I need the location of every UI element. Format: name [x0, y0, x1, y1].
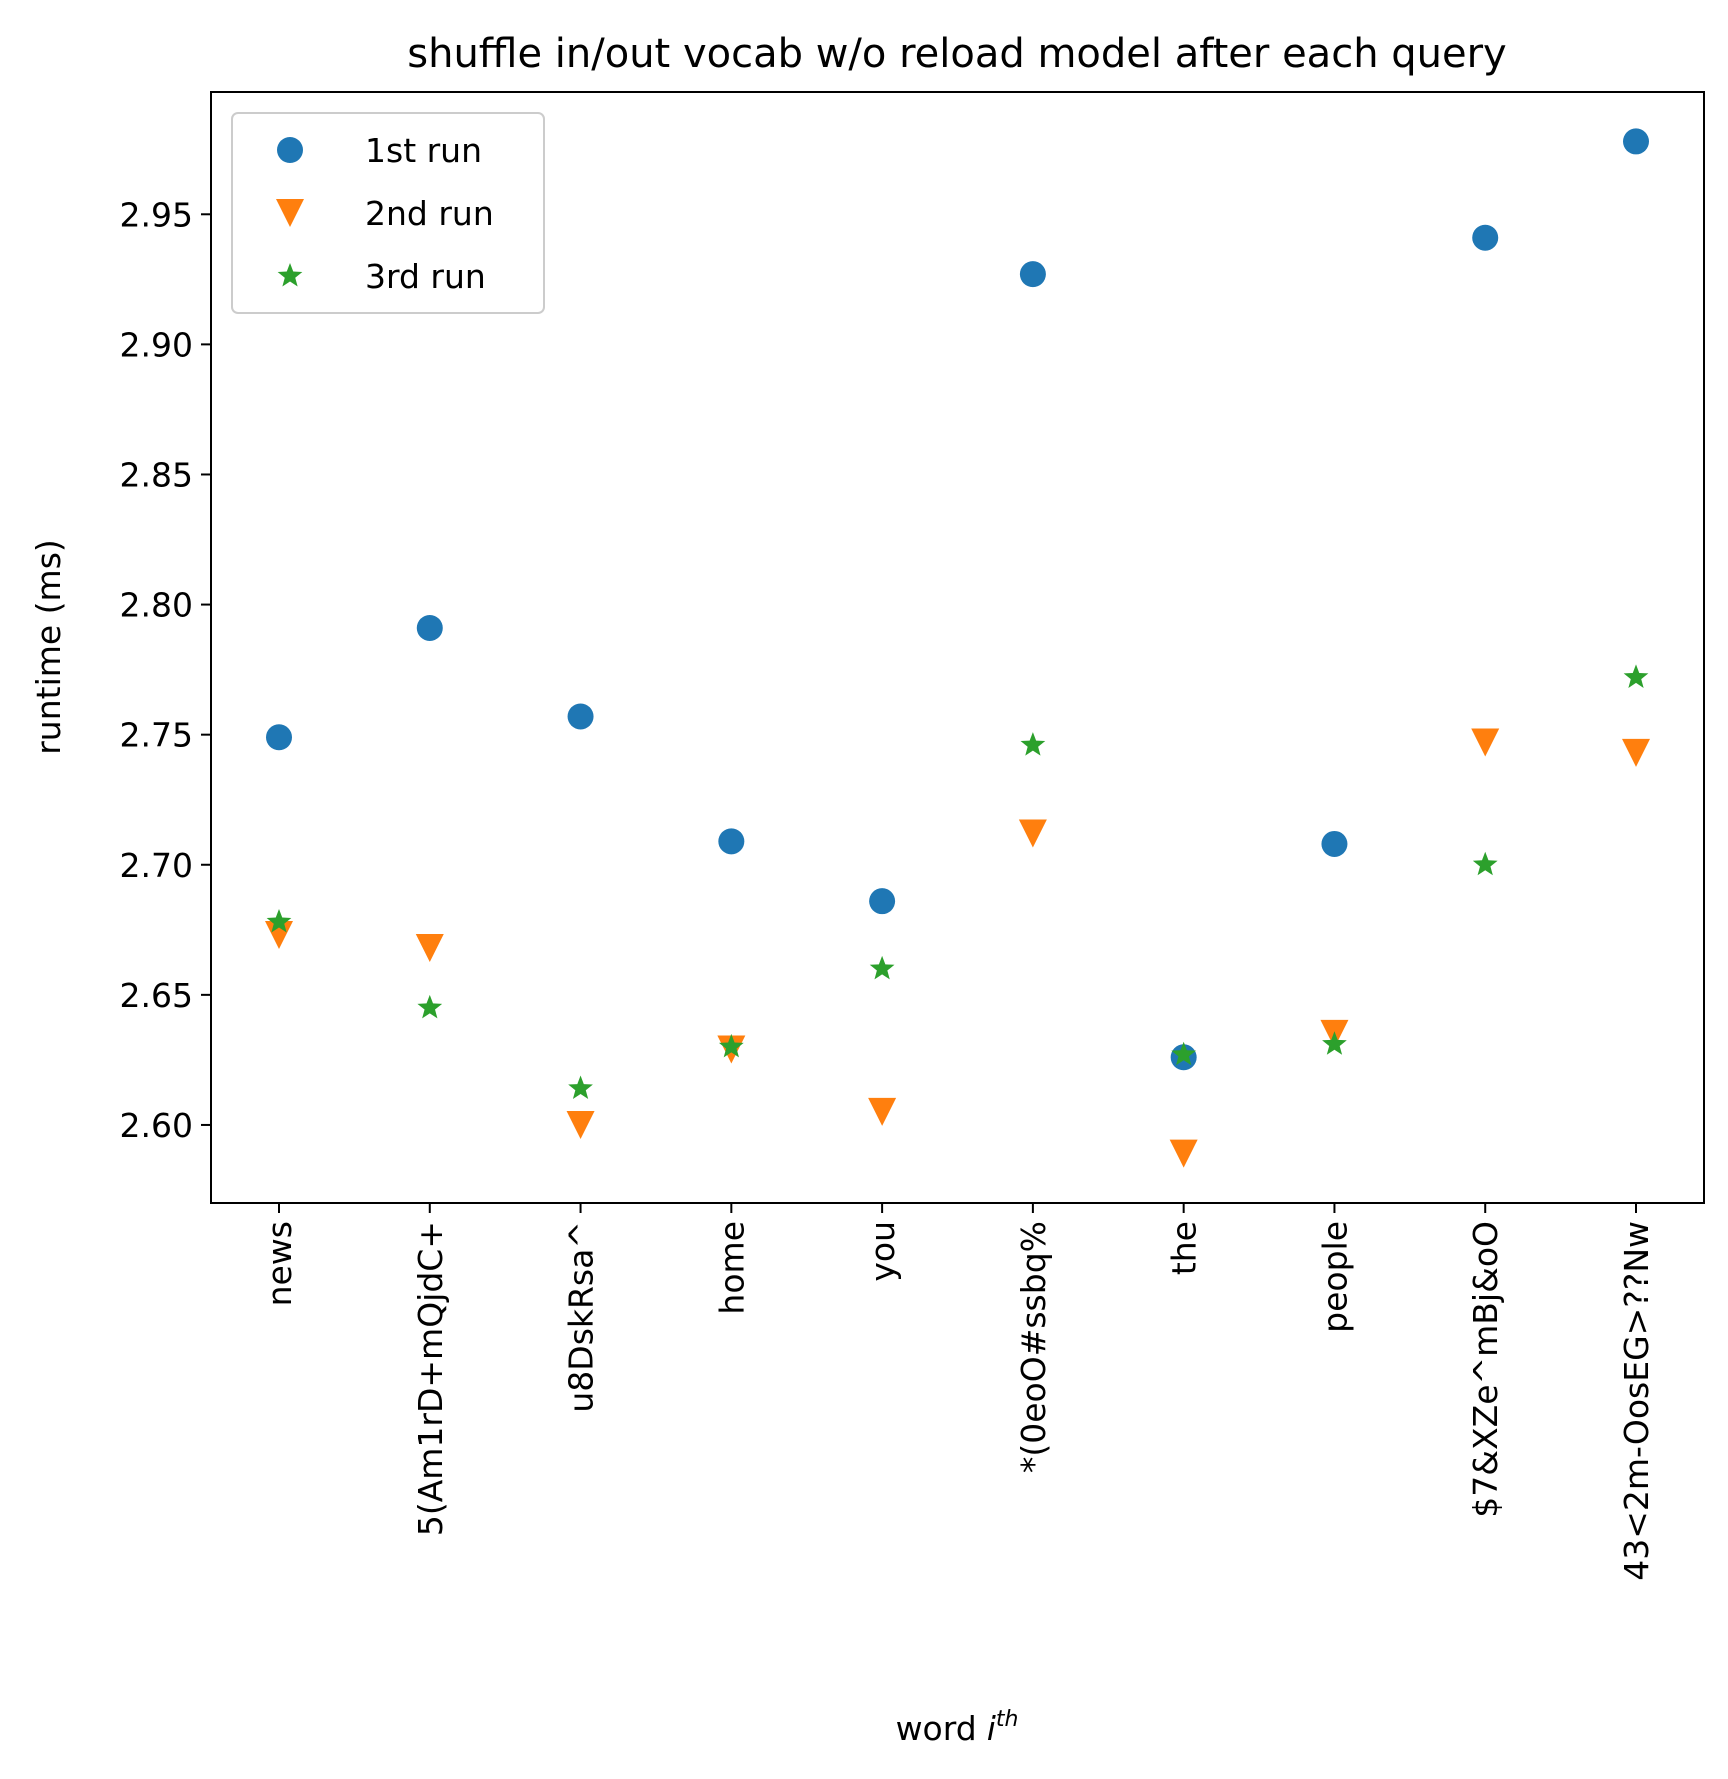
x-tick-label: home [712, 1221, 751, 1315]
y-tick-label: 2.80 [120, 586, 193, 625]
data-point [718, 828, 745, 855]
data-point [415, 934, 444, 963]
x-tick-label: the [1165, 1221, 1204, 1275]
data-point [1623, 664, 1649, 688]
x-tick-label: news [260, 1221, 299, 1306]
data-point [718, 1033, 744, 1058]
x-axis-label-main: word [896, 1709, 977, 1748]
x-tick-label: u8DskRsa^ [562, 1221, 601, 1413]
data-point [265, 921, 293, 950]
x-tick-label: people [1315, 1221, 1354, 1333]
legend-label: 3rd run [365, 257, 486, 296]
data-point [1171, 1041, 1197, 1066]
x-axis-label-superscript: th [996, 1707, 1019, 1732]
y-tick-label: 2.75 [120, 716, 193, 755]
legend-label: 2nd run [365, 194, 494, 233]
y-tick-label: 2.70 [120, 846, 193, 885]
data-point [266, 909, 292, 933]
data-point [868, 1097, 897, 1126]
x-tick-label: 43<2m-OosEG>??Nw [1617, 1221, 1656, 1581]
x-tick-label: $7&XZe^mBj&oO [1466, 1221, 1505, 1518]
data-point [1321, 830, 1348, 857]
legend-marker [277, 137, 303, 163]
x-axis-label-italic: i [987, 1709, 996, 1748]
data-point [1322, 1031, 1347, 1055]
data-point [869, 888, 896, 915]
data-point [568, 1075, 593, 1100]
y-tick-label: 2.95 [120, 195, 193, 234]
data-point [1471, 728, 1500, 757]
x-tick-label: *(0eoO#ssbq% [1014, 1221, 1053, 1473]
series-3 [266, 664, 1649, 1100]
y-tick-label: 2.85 [120, 455, 193, 494]
legend-item: 3rd run [277, 257, 486, 296]
y-tick-label: 2.60 [120, 1106, 193, 1145]
chart-title: shuffle in/out vocab w/o reload model af… [407, 31, 1506, 77]
x-tick-label: you [863, 1221, 902, 1282]
data-point [869, 955, 895, 980]
data-point [1020, 732, 1046, 756]
data-point [1472, 224, 1499, 251]
y-axis-label: runtime (ms) [29, 539, 68, 755]
series-1 [266, 128, 1649, 1071]
plot-frame [210, 91, 1705, 1204]
legend-marker [276, 199, 304, 227]
data-point [1472, 851, 1498, 876]
x-tick-label: 5(Am1rD+mQjdC+ [411, 1221, 450, 1536]
data-point [416, 614, 443, 641]
legend-label: 1st run [365, 131, 482, 170]
data-point [417, 994, 443, 1019]
data-point [266, 724, 292, 751]
data-point [1623, 128, 1649, 155]
data-point [567, 703, 594, 730]
legend-marker [277, 263, 303, 287]
y-tick-label: 2.90 [120, 325, 193, 364]
data-point [566, 1110, 595, 1139]
data-point [1018, 819, 1047, 848]
y-tick-label: 2.65 [120, 976, 193, 1015]
legend-item: 1st run [277, 131, 482, 170]
data-point [1622, 738, 1650, 767]
x-axis-label: word ith [896, 1707, 1019, 1748]
legend-item: 2nd run [276, 194, 494, 233]
data-point [1169, 1139, 1198, 1168]
data-point [1019, 261, 1046, 288]
legend-box [231, 112, 545, 314]
